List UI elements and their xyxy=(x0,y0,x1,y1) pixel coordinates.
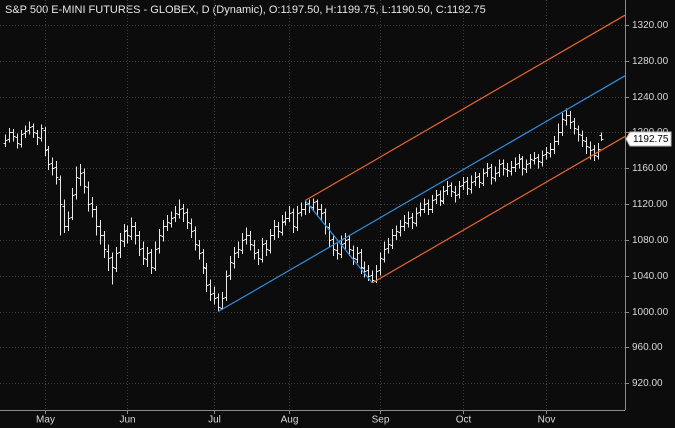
x-tick-label: Jul xyxy=(208,415,221,426)
y-tick-label: 960.00 xyxy=(632,342,663,353)
y-tick-label: 1160.00 xyxy=(632,163,668,174)
price-bars xyxy=(3,108,604,312)
chart-title: S&P 500 E-MINI FUTURES - GLOBEX, D (Dyna… xyxy=(5,4,486,16)
x-tick-label: Oct xyxy=(456,415,472,426)
x-tick-label: May xyxy=(36,415,55,426)
pitchfork-upper xyxy=(304,14,626,202)
grid xyxy=(0,0,625,410)
pitchfork-lower xyxy=(372,135,626,284)
y-tick-label: 1120.00 xyxy=(632,199,668,210)
y-tick-label: 1320.00 xyxy=(632,20,669,31)
y-tick-label: 1040.00 xyxy=(632,271,669,282)
x-tick-label: Jun xyxy=(119,415,135,426)
x-tick-label: Nov xyxy=(538,415,556,426)
y-tick-label: 1000.00 xyxy=(632,307,669,318)
y-tick-label: 920.00 xyxy=(632,378,663,389)
last-price-label: 1192.75 xyxy=(633,134,669,145)
x-tick-label: Aug xyxy=(281,415,299,426)
x-tick-label: Sep xyxy=(372,415,390,426)
pitchfork-median xyxy=(217,75,626,313)
y-tick-label: 1240.00 xyxy=(632,92,669,103)
pitchfork-handle xyxy=(304,200,373,284)
y-tick-label: 1280.00 xyxy=(632,56,669,67)
y-tick-label: 1080.00 xyxy=(632,235,669,246)
last-price-box xyxy=(625,131,672,147)
